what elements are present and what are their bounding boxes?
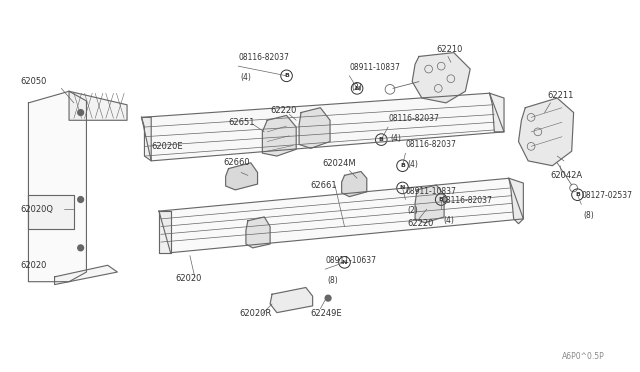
Polygon shape — [262, 115, 296, 156]
Text: 62220: 62220 — [270, 106, 296, 115]
Polygon shape — [54, 265, 117, 285]
Polygon shape — [69, 91, 127, 120]
Polygon shape — [141, 118, 151, 161]
Text: (4): (4) — [240, 73, 251, 82]
Text: (8): (8) — [327, 276, 338, 285]
Polygon shape — [412, 52, 470, 103]
Circle shape — [77, 245, 84, 251]
Text: B: B — [575, 192, 580, 197]
Text: 62020: 62020 — [20, 261, 47, 270]
Text: 62050: 62050 — [20, 77, 47, 86]
Text: N: N — [342, 260, 348, 265]
Text: (4): (4) — [443, 216, 454, 225]
Text: 62020: 62020 — [175, 274, 202, 283]
Polygon shape — [141, 93, 504, 161]
Polygon shape — [299, 108, 330, 148]
Text: B: B — [379, 137, 384, 142]
Text: 62210: 62210 — [436, 45, 463, 54]
Text: N: N — [355, 86, 360, 91]
Polygon shape — [415, 185, 444, 223]
Text: (4): (4) — [407, 160, 418, 169]
Text: 08911-10837: 08911-10837 — [349, 63, 400, 72]
Polygon shape — [518, 98, 573, 166]
Polygon shape — [28, 195, 74, 228]
Text: A6P0^0.5P: A6P0^0.5P — [562, 352, 605, 360]
Polygon shape — [509, 178, 524, 224]
Text: 08116-82037: 08116-82037 — [441, 196, 492, 205]
Text: 62020E: 62020E — [151, 142, 183, 151]
Text: 08116-82037: 08116-82037 — [405, 140, 456, 149]
Text: 62042A: 62042A — [550, 171, 582, 180]
Polygon shape — [342, 171, 367, 197]
Text: 62661: 62661 — [310, 180, 337, 189]
Text: 62220: 62220 — [407, 219, 434, 228]
Text: 08911-10637: 08911-10637 — [325, 256, 376, 265]
Text: N: N — [400, 185, 405, 190]
Polygon shape — [246, 217, 270, 248]
Text: B: B — [400, 163, 405, 168]
Text: (2): (2) — [351, 83, 362, 92]
Circle shape — [77, 197, 84, 202]
Circle shape — [325, 295, 331, 301]
Polygon shape — [226, 163, 257, 190]
Polygon shape — [270, 288, 312, 312]
Text: (4): (4) — [390, 134, 401, 143]
Text: 62660: 62660 — [224, 158, 250, 167]
Polygon shape — [159, 178, 524, 253]
Text: 62249E: 62249E — [310, 309, 342, 318]
Polygon shape — [28, 91, 86, 282]
Circle shape — [77, 110, 84, 115]
Polygon shape — [490, 93, 504, 132]
Text: B: B — [284, 73, 289, 78]
Text: 08116-82037: 08116-82037 — [238, 53, 289, 62]
Text: 62211: 62211 — [547, 91, 574, 100]
Text: 62020R: 62020R — [239, 309, 271, 318]
Text: 62024M: 62024M — [323, 159, 356, 168]
Text: 62020Q: 62020Q — [20, 205, 54, 214]
Text: (2): (2) — [407, 206, 418, 215]
Polygon shape — [159, 211, 170, 253]
Text: 62651: 62651 — [228, 118, 255, 127]
Text: B: B — [439, 197, 444, 202]
Text: 08116-82037: 08116-82037 — [388, 114, 439, 123]
Text: 08127-02537: 08127-02537 — [581, 192, 632, 201]
Text: (8): (8) — [583, 211, 594, 220]
Text: 08911-10837: 08911-10837 — [405, 187, 456, 196]
